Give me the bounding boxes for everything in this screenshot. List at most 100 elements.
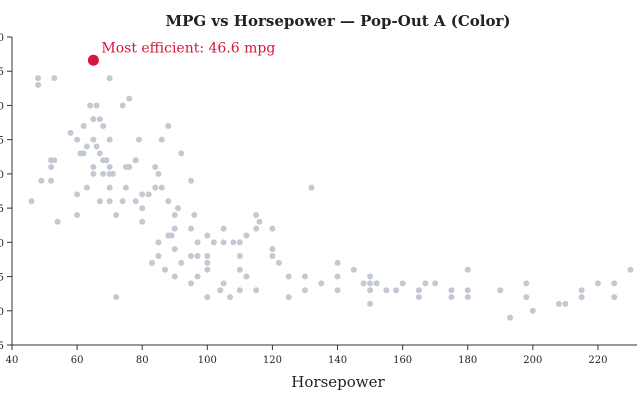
y-tick-label: 30 bbox=[0, 170, 4, 181]
point bbox=[90, 136, 97, 143]
point bbox=[367, 300, 374, 307]
point bbox=[301, 273, 308, 280]
point bbox=[106, 136, 113, 143]
y-tick-label: 15 bbox=[0, 273, 4, 284]
point bbox=[269, 246, 276, 253]
point bbox=[158, 136, 165, 143]
point bbox=[415, 287, 422, 294]
point bbox=[132, 198, 139, 205]
point bbox=[28, 198, 35, 205]
point bbox=[611, 294, 618, 301]
x-tick-label: 40 bbox=[6, 355, 19, 366]
point bbox=[275, 259, 282, 266]
x-tick-label: 220 bbox=[588, 355, 607, 366]
point bbox=[126, 95, 133, 102]
point bbox=[96, 116, 103, 123]
point bbox=[191, 211, 198, 218]
point bbox=[139, 205, 146, 212]
point bbox=[165, 122, 172, 129]
point bbox=[87, 102, 94, 109]
point bbox=[367, 287, 374, 294]
point bbox=[383, 287, 390, 294]
point bbox=[113, 294, 120, 301]
point bbox=[253, 225, 260, 232]
y-tick-label: 40 bbox=[0, 101, 4, 112]
point bbox=[204, 266, 211, 273]
y-tick-label: 20 bbox=[0, 238, 4, 249]
point bbox=[373, 280, 380, 287]
point bbox=[243, 273, 250, 280]
y-tick-label: 5 bbox=[0, 341, 4, 352]
x-tick-label: 140 bbox=[328, 355, 347, 366]
x-tick-label: 200 bbox=[523, 355, 542, 366]
point bbox=[217, 287, 224, 294]
point bbox=[367, 273, 374, 280]
point bbox=[48, 177, 55, 184]
point bbox=[155, 253, 162, 260]
point bbox=[74, 136, 81, 143]
point bbox=[93, 143, 100, 150]
point bbox=[188, 225, 195, 232]
point bbox=[135, 136, 142, 143]
point bbox=[204, 259, 211, 266]
point bbox=[627, 266, 634, 273]
x-tick-label: 60 bbox=[71, 355, 84, 366]
x-tick-label: 120 bbox=[263, 355, 282, 366]
point bbox=[35, 81, 42, 88]
point bbox=[106, 198, 113, 205]
point bbox=[51, 157, 58, 164]
point bbox=[171, 225, 178, 232]
highlight-point bbox=[87, 54, 99, 66]
point bbox=[594, 280, 601, 287]
point bbox=[464, 294, 471, 301]
chart-title: MPG vs Horsepower — Pop-Out A (Color) bbox=[166, 12, 511, 30]
point bbox=[194, 273, 201, 280]
point bbox=[106, 75, 113, 82]
point bbox=[74, 211, 81, 218]
point bbox=[178, 150, 185, 157]
point bbox=[204, 232, 211, 239]
point bbox=[155, 239, 162, 246]
point bbox=[96, 198, 103, 205]
point bbox=[126, 164, 133, 171]
point bbox=[54, 218, 61, 225]
point bbox=[210, 239, 217, 246]
point bbox=[109, 170, 116, 177]
point bbox=[220, 239, 227, 246]
point bbox=[415, 294, 422, 301]
point bbox=[155, 170, 162, 177]
point bbox=[178, 259, 185, 266]
point bbox=[152, 164, 159, 171]
point bbox=[256, 218, 263, 225]
point bbox=[253, 287, 260, 294]
point bbox=[139, 191, 146, 198]
point bbox=[204, 253, 211, 260]
x-tick-label: 80 bbox=[136, 355, 149, 366]
point bbox=[523, 280, 530, 287]
point bbox=[269, 253, 276, 260]
point bbox=[448, 287, 455, 294]
point bbox=[188, 177, 195, 184]
point bbox=[35, 75, 42, 82]
point bbox=[171, 246, 178, 253]
point bbox=[194, 239, 201, 246]
point bbox=[90, 116, 97, 123]
x-axis-label: Horsepower bbox=[291, 373, 385, 391]
point bbox=[497, 287, 504, 294]
point bbox=[236, 266, 243, 273]
point bbox=[422, 280, 429, 287]
point bbox=[562, 300, 569, 307]
point bbox=[308, 184, 315, 191]
point bbox=[523, 294, 530, 301]
point bbox=[145, 191, 152, 198]
point bbox=[48, 164, 55, 171]
point bbox=[243, 232, 250, 239]
point bbox=[188, 280, 195, 287]
point bbox=[350, 266, 357, 273]
point bbox=[301, 287, 308, 294]
point bbox=[74, 191, 81, 198]
point bbox=[432, 280, 439, 287]
point bbox=[171, 273, 178, 280]
